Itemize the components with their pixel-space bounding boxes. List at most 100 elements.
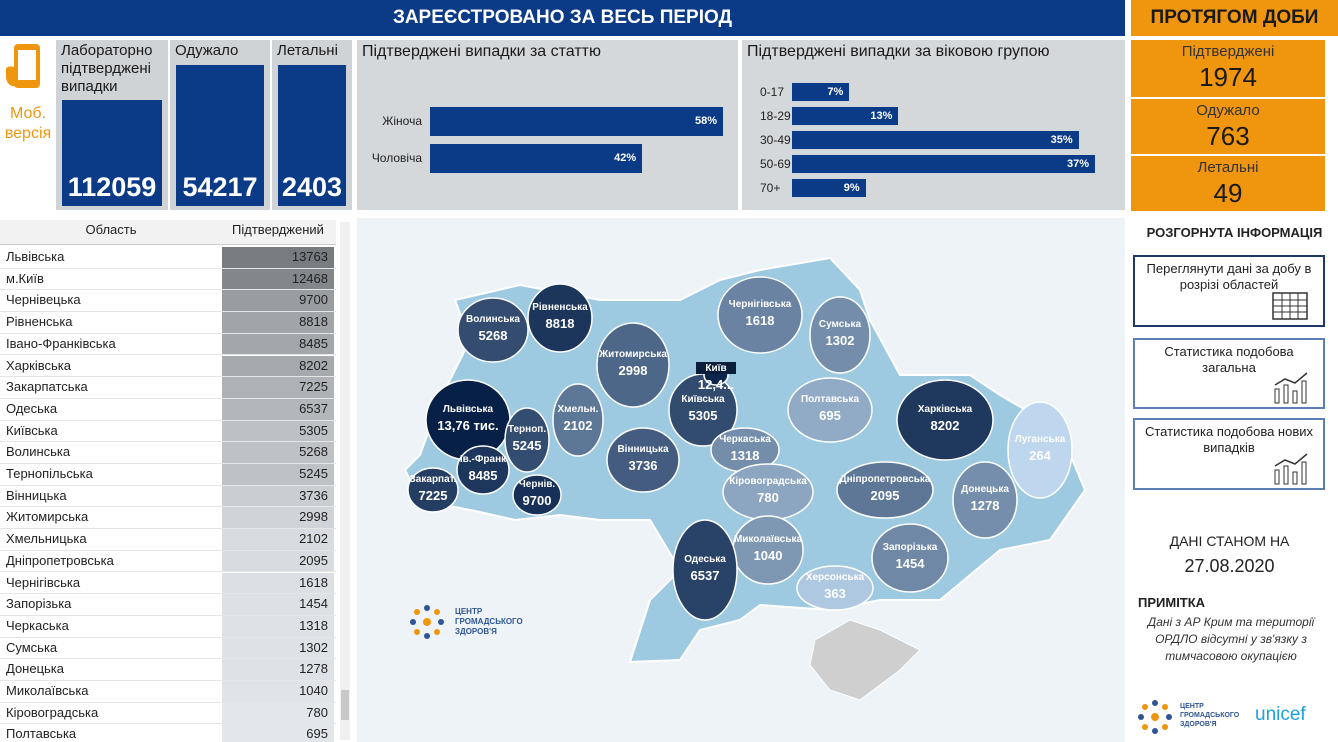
- region-name: Черкаська: [719, 434, 771, 445]
- region-name: Кіровоградська: [6, 704, 99, 720]
- category-label: 30-49: [760, 133, 791, 147]
- category-label: Жіноча: [382, 114, 422, 128]
- total-label: Лабораторно підтверджені випадки: [61, 42, 153, 95]
- region-value: 780: [222, 702, 334, 724]
- total-box: [278, 65, 346, 206]
- phone-icon: [6, 44, 40, 88]
- region-shape: [552, 383, 604, 457]
- region-name: Рівненська: [532, 302, 588, 313]
- region-value: 1454: [222, 594, 334, 615]
- column-header: Підтверджений: [232, 222, 324, 237]
- region-shape: [512, 474, 562, 516]
- region-shape: [809, 296, 871, 374]
- table-row: [0, 681, 336, 703]
- region-value: 1302: [826, 333, 855, 348]
- region-value: 8818: [222, 312, 334, 333]
- region-value: 363: [824, 586, 846, 601]
- region-value: 695: [819, 408, 841, 423]
- table-row: [0, 616, 336, 638]
- region-name: Київ: [705, 363, 726, 374]
- daily-label: Летальні: [1197, 159, 1259, 176]
- region-name: Волинська: [466, 314, 520, 325]
- region-name: Сумська: [6, 639, 58, 655]
- sidebar-button[interactable]: Статистика подобова загальна: [1133, 338, 1325, 409]
- table-row: [0, 399, 336, 421]
- table-row: [0, 573, 336, 595]
- chart-title: Підтверджені випадки за статтю: [362, 43, 601, 60]
- sidebar-button-label: Переглянути дані за добу в розрізі облас…: [1146, 261, 1312, 292]
- total-box: [176, 65, 264, 206]
- region-name: Харківська: [918, 404, 973, 415]
- region-name: Вінницька: [617, 444, 669, 455]
- region-value: 2998: [222, 507, 334, 529]
- region-name: Рівненська: [6, 314, 73, 330]
- bar: [430, 107, 723, 136]
- region-name: Луганська: [1015, 434, 1066, 445]
- region-name: Київська: [681, 394, 725, 405]
- region-shape: [836, 461, 934, 519]
- daily-value: 1974: [1199, 62, 1257, 92]
- region-value: 1454: [896, 556, 926, 571]
- daily-value: 49: [1213, 178, 1243, 208]
- region-name: Черкаська: [6, 617, 69, 633]
- region-value: 1302: [222, 637, 334, 659]
- region-label-bg: [696, 362, 736, 374]
- region-shape: [527, 283, 593, 353]
- region-shape: [717, 276, 803, 354]
- region-shape: [796, 565, 874, 611]
- region-value: 5245: [222, 464, 334, 485]
- region-shape: [1007, 401, 1073, 499]
- total-label: Одужало: [175, 42, 239, 59]
- table-row: [0, 594, 336, 616]
- category-label: 0-17: [760, 85, 785, 99]
- region-name: Терноп.: [508, 424, 546, 435]
- region-name: Донецька: [6, 661, 65, 677]
- region-value: 7225: [419, 488, 448, 503]
- chart-title: Підтверджені випадки за віковою групою: [747, 43, 1050, 60]
- mobile-label: Моб. версія: [4, 105, 52, 142]
- table-row: [0, 486, 336, 508]
- logo-text: ЦЕНТР ГРОМАДСЬКОГО ЗДОРОВ'Я: [455, 607, 523, 636]
- region-name: Житомирська: [598, 349, 667, 360]
- region-value: 1278: [971, 498, 1000, 513]
- daily-label: Підтверджені: [1181, 43, 1275, 60]
- region-shape: [952, 461, 1018, 539]
- region-name: Івано-Франківська: [6, 335, 116, 351]
- region-shape: [504, 407, 550, 473]
- column-header: Область: [85, 222, 137, 237]
- region-value: 7225: [222, 377, 334, 398]
- bar-value-label: 9%: [843, 182, 860, 194]
- region-name: Дніпропетровська: [6, 552, 114, 568]
- region-name: м.Київ: [6, 270, 44, 286]
- map: Волинська 5268 Рівненська 8818 Житомирська 29…: [357, 218, 1125, 742]
- table-row: [0, 377, 336, 399]
- logo-dot: [1162, 724, 1168, 730]
- logo-dot: [424, 633, 430, 639]
- bar-value-label: 13%: [870, 110, 893, 122]
- region-value: 5245: [513, 438, 542, 453]
- table-row: [0, 334, 336, 356]
- region-value: 1618: [746, 313, 775, 328]
- region-value: 8202: [931, 418, 960, 433]
- region-name: Запорізька: [883, 542, 938, 553]
- region-name: Закарпат.: [410, 474, 457, 485]
- table-row: [0, 269, 336, 291]
- table-row: [0, 529, 336, 551]
- region-value: 2102: [564, 418, 593, 433]
- region-name: Кіровоградська: [729, 476, 807, 487]
- region-value: 6537: [691, 568, 720, 583]
- region-value: 1318: [731, 448, 760, 463]
- bar-value-label: 7%: [827, 86, 844, 98]
- table-row: [0, 312, 336, 334]
- bar: [792, 107, 899, 125]
- region-value: 264: [1029, 448, 1051, 463]
- bar: [792, 179, 866, 197]
- sidebar-button[interactable]: Переглянути дані за добу в розрізі облас…: [1133, 255, 1325, 327]
- logo-mark: [1138, 700, 1172, 734]
- region-name: Херсонська: [806, 572, 865, 583]
- sidebar-button[interactable]: Статистика подобова нових випадків: [1133, 418, 1325, 490]
- logo-dot: [414, 609, 420, 615]
- logo-mark: [410, 605, 444, 639]
- region-name: Хмельн.: [558, 404, 599, 415]
- region-name: Донецька: [961, 484, 1009, 495]
